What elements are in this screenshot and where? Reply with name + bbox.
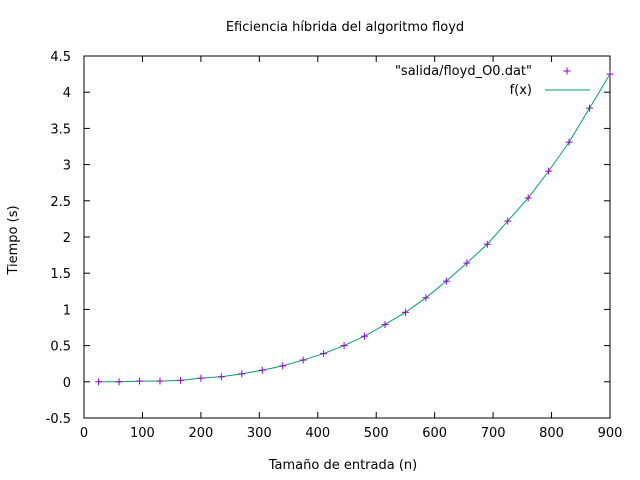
data-point bbox=[361, 332, 369, 340]
data-point bbox=[197, 374, 205, 382]
legend-label-line: f(x) bbox=[510, 83, 532, 98]
data-point bbox=[565, 138, 573, 146]
x-tick-label: 100 bbox=[130, 426, 155, 441]
y-tick-label: 3 bbox=[63, 159, 71, 174]
y-tick-label: 1.5 bbox=[50, 267, 71, 282]
legend: "salida/floyd_O0.dat" f(x) bbox=[395, 64, 590, 98]
data-points-series bbox=[95, 70, 614, 386]
y-tick-label: 4 bbox=[63, 86, 71, 101]
chart-title: Eficiencia híbrida del algoritmo floyd bbox=[226, 20, 464, 35]
legend-marker-points bbox=[563, 67, 571, 75]
data-point bbox=[299, 356, 307, 364]
x-tick-label: 200 bbox=[188, 426, 213, 441]
y-tick-label: 0.5 bbox=[50, 340, 71, 355]
fit-line bbox=[98, 73, 611, 383]
x-tick-label: 0 bbox=[80, 426, 88, 441]
y-axis-label: Tiempo (s) bbox=[6, 205, 21, 275]
legend-plus-marker bbox=[563, 67, 571, 75]
x-tick-label: 300 bbox=[247, 426, 272, 441]
data-point bbox=[258, 366, 266, 374]
x-tick-label: 500 bbox=[364, 426, 389, 441]
data-point bbox=[238, 370, 246, 378]
data-point bbox=[156, 377, 164, 385]
x-tick-label: 600 bbox=[422, 426, 447, 441]
y-tick-label: 3.5 bbox=[50, 122, 71, 137]
x-tick-label: 400 bbox=[305, 426, 330, 441]
y-tick-label: -0.5 bbox=[46, 412, 71, 427]
x-tick-label: 800 bbox=[539, 426, 564, 441]
data-point bbox=[340, 342, 348, 350]
y-tick-label: 2.5 bbox=[50, 195, 71, 210]
data-point bbox=[422, 294, 430, 302]
data-point bbox=[381, 321, 389, 329]
data-point bbox=[95, 378, 103, 386]
data-point bbox=[217, 373, 225, 381]
data-point bbox=[504, 217, 512, 225]
data-point bbox=[483, 240, 491, 248]
data-point bbox=[115, 378, 123, 386]
data-point bbox=[545, 167, 553, 175]
y-tick-label: 2 bbox=[63, 231, 71, 246]
data-point bbox=[442, 277, 450, 285]
data-point bbox=[463, 259, 471, 267]
data-point bbox=[401, 308, 409, 316]
legend-label-points: "salida/floyd_O0.dat" bbox=[395, 64, 532, 79]
fit-line-series bbox=[98, 73, 611, 383]
y-tick-label: 4.5 bbox=[50, 50, 71, 65]
plot-area-border bbox=[83, 55, 611, 419]
y-tick-label: 0 bbox=[63, 376, 71, 391]
data-point bbox=[279, 362, 287, 370]
x-tick-label: 900 bbox=[598, 426, 623, 441]
data-point bbox=[320, 350, 328, 358]
axis-ticks: 0 100 200 300 400 500 600 700 800 900 -0.5 0 0.5 1 1.5… bbox=[46, 50, 623, 441]
x-tick-label: 700 bbox=[481, 426, 506, 441]
y-tick-label: 1 bbox=[63, 303, 71, 318]
data-point bbox=[136, 377, 144, 385]
data-point bbox=[176, 376, 184, 384]
data-point bbox=[586, 104, 594, 112]
data-point bbox=[524, 194, 532, 202]
data-point bbox=[606, 70, 614, 78]
x-axis-label: Tamaño de entrada (n) bbox=[268, 458, 417, 473]
